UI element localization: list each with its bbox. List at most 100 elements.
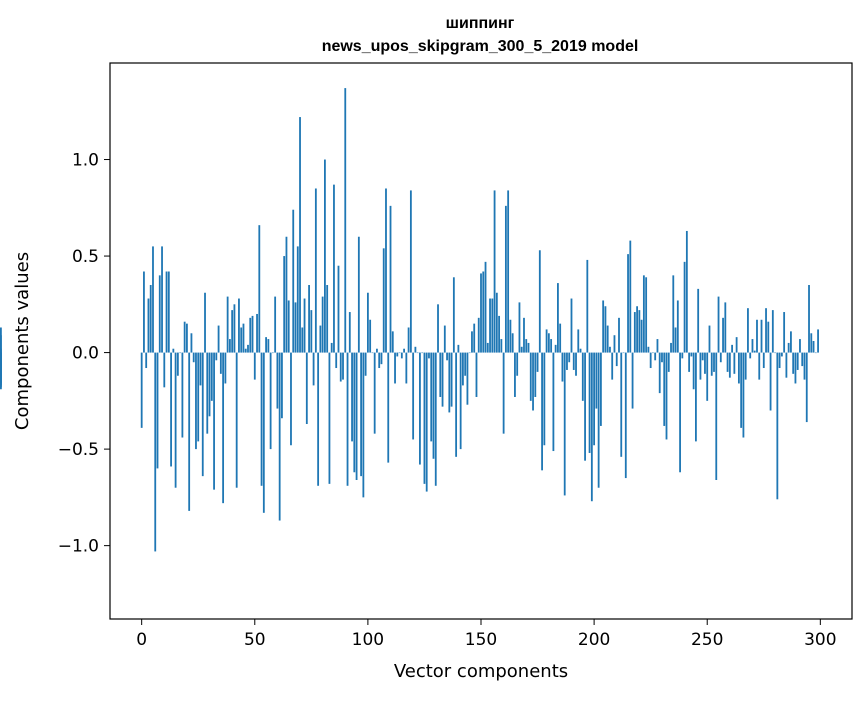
bar-component-28 [204, 292, 206, 353]
bar-component-261 [731, 344, 734, 353]
bar-component-128 [430, 352, 433, 442]
bar-component-244 [692, 352, 695, 390]
bar-component-42 [235, 352, 238, 488]
bar-component-285 [785, 352, 788, 378]
bar-component-153 [486, 342, 489, 353]
bar-component-24 [195, 352, 197, 450]
bar-component-194 [579, 348, 582, 353]
bar-component-71 [301, 327, 304, 353]
bar-component-223 [645, 277, 648, 353]
bar-component-2 [145, 352, 148, 369]
bar-component-undefined [0, 352, 2, 388]
bar-component-220 [638, 310, 641, 353]
bar-component-22 [190, 333, 193, 353]
bar-component-243 [690, 352, 693, 357]
bar-component-214 [624, 352, 627, 479]
bar-component-11 [165, 271, 168, 353]
bar-component-204 [602, 300, 605, 353]
y-tick-label: 1.0 [72, 151, 99, 171]
x-tick-label: 300 [804, 630, 836, 650]
bar-component-246 [697, 288, 700, 353]
bar-component-242 [688, 352, 691, 372]
bar-component-109 [387, 352, 390, 463]
bar-component-273 [758, 352, 761, 380]
bar-component-39 [228, 339, 231, 353]
bar-component-188 [566, 352, 568, 370]
x-tick-label: 100 [352, 630, 384, 650]
bar-component-258 [724, 302, 727, 353]
bar-component-107 [382, 248, 385, 353]
bar-component-284 [783, 312, 786, 353]
bar-component-289 [794, 352, 797, 384]
bar-component-119 [409, 190, 412, 353]
bar-component-270 [751, 339, 754, 353]
bar-component-36 [222, 352, 225, 504]
bar-component-181 [550, 339, 553, 353]
bar-component-281 [776, 352, 779, 500]
bar-component-50 [253, 352, 256, 380]
bar-component-126 [425, 352, 428, 492]
bar-component-221 [640, 319, 643, 353]
bar-component-123 [419, 352, 421, 465]
bar-component-108 [385, 188, 387, 353]
bar-component-249 [704, 352, 706, 374]
bar-component-49 [251, 315, 254, 353]
bar-component-182 [552, 352, 555, 452]
bar-component-292 [801, 352, 804, 367]
bar-component-122 [416, 352, 419, 354]
bar-component-144 [466, 352, 469, 405]
bar-component-30 [208, 352, 211, 417]
bar-component-61 [278, 352, 281, 521]
bar-component-171 [527, 342, 530, 353]
bar-component-161 [504, 205, 507, 353]
x-tick-label: 200 [578, 630, 610, 650]
bar-component-189 [568, 352, 571, 363]
y-axis-ticks: −1.0 −0.5 0.0 0.5 1.0 [58, 151, 110, 557]
bar-component-73 [305, 352, 308, 425]
bar-component-101 [369, 319, 372, 353]
bar-component-150 [480, 273, 482, 353]
bar-component-82 [326, 285, 329, 353]
y-tick-label: −1.0 [58, 537, 99, 557]
chart-title-line1: шиппинг [446, 15, 515, 32]
bar-component-236 [674, 327, 677, 353]
bar-component-215 [627, 254, 629, 353]
bar-component-287 [790, 331, 792, 353]
bar-component-115 [400, 352, 403, 359]
bar-component-102 [371, 352, 374, 354]
bar-component-135 [446, 352, 448, 361]
bar-component-142 [462, 352, 464, 386]
bar-component-254 [715, 352, 718, 480]
bar-component-undefined [0, 348, 2, 353]
x-tick-label: 0 [136, 630, 147, 650]
bar-component-undefined [0, 327, 2, 353]
bar-component-154 [489, 298, 491, 353]
bar-component-186 [561, 352, 564, 382]
bar-component-172 [529, 352, 532, 401]
bar-component-4 [149, 285, 152, 353]
bar-component-74 [308, 285, 310, 353]
bar-component-64 [285, 236, 288, 353]
bar-component-103 [373, 352, 376, 434]
bar-component-72 [303, 298, 306, 353]
bar-component-99 [364, 352, 367, 376]
bar-component-155 [491, 298, 494, 353]
bar-component-217 [631, 352, 634, 409]
bar-component-96 [357, 236, 360, 353]
bar-component-199 [590, 352, 593, 502]
bar-component-23 [192, 352, 195, 363]
bar-component-196 [584, 352, 586, 461]
bar-component-197 [586, 259, 589, 353]
bar-component-239 [681, 352, 684, 359]
bar-component-91 [346, 352, 349, 486]
bar-component-20 [186, 323, 188, 353]
bar-component-88 [339, 352, 342, 382]
bar-component-279 [771, 310, 774, 353]
bar-component-238 [679, 352, 681, 473]
bar-component-209 [613, 335, 616, 353]
bar-component-183 [554, 344, 557, 353]
bar-component-288 [792, 352, 795, 374]
bar-component-208 [611, 352, 614, 380]
bar-component-280 [774, 352, 776, 354]
bar-component-83 [328, 352, 331, 484]
